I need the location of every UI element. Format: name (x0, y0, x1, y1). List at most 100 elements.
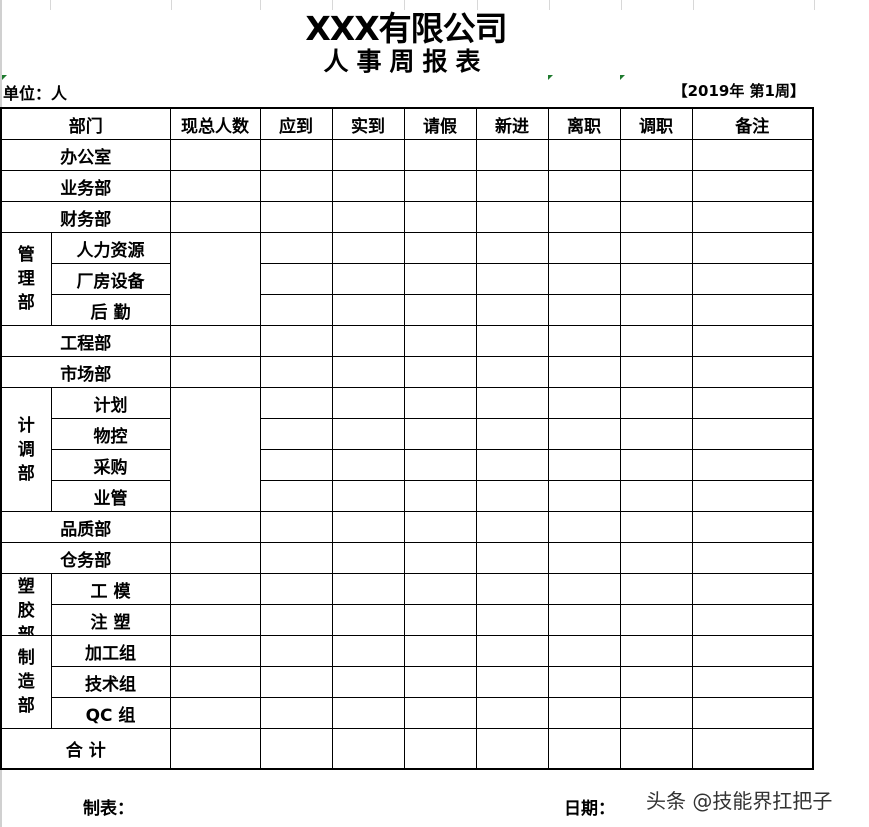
data-cell[interactable] (331, 573, 405, 605)
data-cell[interactable] (169, 697, 261, 729)
data-cell[interactable] (403, 294, 477, 326)
data-cell[interactable] (619, 139, 693, 171)
data-cell[interactable] (691, 728, 814, 770)
data-cell[interactable] (169, 573, 261, 605)
data-cell[interactable] (475, 480, 549, 512)
data-cell[interactable] (403, 263, 477, 295)
data-cell[interactable] (475, 201, 549, 233)
data-cell[interactable] (331, 449, 405, 481)
data-cell[interactable] (475, 263, 549, 295)
data-cell[interactable] (619, 418, 693, 450)
data-cell[interactable] (691, 573, 814, 605)
data-cell[interactable] (547, 542, 621, 574)
data-cell[interactable] (547, 201, 621, 233)
data-cell[interactable] (547, 325, 621, 357)
data-cell[interactable] (691, 449, 814, 481)
data-cell[interactable] (619, 480, 693, 512)
data-cell[interactable] (331, 139, 405, 171)
data-cell[interactable] (475, 697, 549, 729)
data-cell[interactable] (403, 356, 477, 388)
data-cell[interactable] (691, 263, 814, 295)
data-cell[interactable] (169, 542, 261, 574)
data-cell[interactable] (169, 387, 261, 512)
data-cell[interactable] (547, 139, 621, 171)
data-cell[interactable] (169, 604, 261, 636)
data-cell[interactable] (547, 263, 621, 295)
data-cell[interactable] (403, 418, 477, 450)
data-cell[interactable] (691, 170, 814, 202)
data-cell[interactable] (475, 294, 549, 326)
data-cell[interactable] (403, 635, 477, 667)
data-cell[interactable] (331, 728, 405, 770)
data-cell[interactable] (169, 201, 261, 233)
data-cell[interactable] (169, 511, 261, 543)
data-cell[interactable] (619, 697, 693, 729)
data-cell[interactable] (547, 666, 621, 698)
data-cell[interactable] (259, 263, 333, 295)
data-cell[interactable] (331, 480, 405, 512)
data-cell[interactable] (259, 232, 333, 264)
data-cell[interactable] (619, 294, 693, 326)
data-cell[interactable] (619, 542, 693, 574)
data-cell[interactable] (691, 294, 814, 326)
data-cell[interactable] (331, 666, 405, 698)
data-cell[interactable] (259, 294, 333, 326)
data-cell[interactable] (475, 387, 549, 419)
data-cell[interactable] (403, 170, 477, 202)
data-cell[interactable] (403, 139, 477, 171)
data-cell[interactable] (475, 418, 549, 450)
data-cell[interactable] (259, 666, 333, 698)
data-cell[interactable] (691, 604, 814, 636)
data-cell[interactable] (547, 294, 621, 326)
data-cell[interactable] (691, 697, 814, 729)
data-cell[interactable] (331, 263, 405, 295)
data-cell[interactable] (547, 573, 621, 605)
data-cell[interactable] (169, 728, 261, 770)
data-cell[interactable] (619, 449, 693, 481)
data-cell[interactable] (691, 418, 814, 450)
data-cell[interactable] (547, 635, 621, 667)
data-cell[interactable] (259, 418, 333, 450)
data-cell[interactable] (259, 201, 333, 233)
data-cell[interactable] (259, 511, 333, 543)
data-cell[interactable] (691, 480, 814, 512)
data-cell[interactable] (403, 511, 477, 543)
data-cell[interactable] (331, 356, 405, 388)
data-cell[interactable] (691, 201, 814, 233)
data-cell[interactable] (331, 697, 405, 729)
data-cell[interactable] (169, 635, 261, 667)
data-cell[interactable] (403, 728, 477, 770)
data-cell[interactable] (691, 232, 814, 264)
data-cell[interactable] (619, 325, 693, 357)
data-cell[interactable] (547, 511, 621, 543)
data-cell[interactable] (691, 542, 814, 574)
data-cell[interactable] (403, 697, 477, 729)
data-cell[interactable] (619, 232, 693, 264)
data-cell[interactable] (691, 139, 814, 171)
data-cell[interactable] (619, 666, 693, 698)
data-cell[interactable] (475, 356, 549, 388)
data-cell[interactable] (475, 325, 549, 357)
data-cell[interactable] (547, 232, 621, 264)
data-cell[interactable] (691, 325, 814, 357)
data-cell[interactable] (259, 139, 333, 171)
data-cell[interactable] (259, 542, 333, 574)
data-cell[interactable] (475, 635, 549, 667)
data-cell[interactable] (403, 604, 477, 636)
data-cell[interactable] (259, 449, 333, 481)
data-cell[interactable] (619, 263, 693, 295)
data-cell[interactable] (259, 604, 333, 636)
data-cell[interactable] (331, 604, 405, 636)
data-cell[interactable] (691, 387, 814, 419)
data-cell[interactable] (169, 325, 261, 357)
data-cell[interactable] (475, 511, 549, 543)
data-cell[interactable] (169, 666, 261, 698)
data-cell[interactable] (331, 542, 405, 574)
data-cell[interactable] (547, 697, 621, 729)
data-cell[interactable] (331, 387, 405, 419)
data-cell[interactable] (331, 635, 405, 667)
data-cell[interactable] (403, 666, 477, 698)
data-cell[interactable] (547, 356, 621, 388)
data-cell[interactable] (619, 573, 693, 605)
data-cell[interactable] (403, 232, 477, 264)
